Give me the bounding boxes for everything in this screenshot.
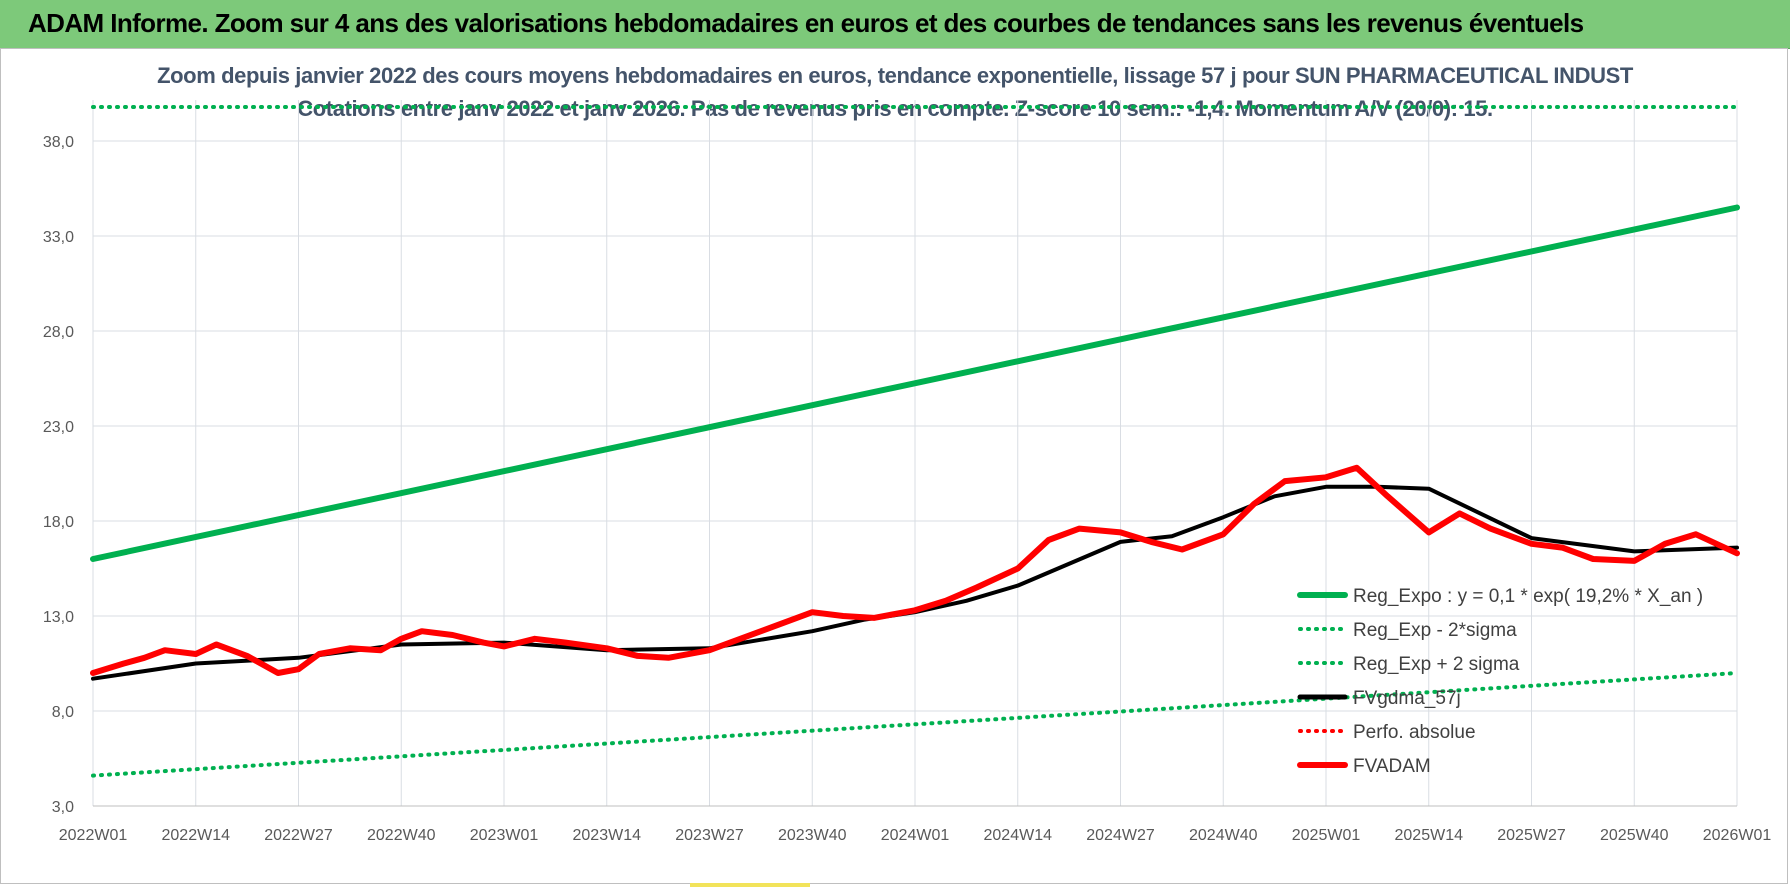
chart-title-line1: Zoom depuis janvier 2022 des cours moyen… [157, 63, 1633, 88]
x-tick-label: 2024W27 [1086, 827, 1155, 844]
legend-label: Reg_Expo : y = 0,1 * exp( 19,2% * X_an ) [1353, 586, 1703, 607]
x-tick-label: 2025W27 [1497, 827, 1566, 844]
x-tick-label: 2025W14 [1395, 827, 1464, 844]
grid [92, 100, 1738, 807]
series-layer [90, 105, 1740, 778]
x-tick-label: 2023W14 [573, 827, 642, 844]
y-tick-label: 8,0 [52, 704, 74, 721]
x-tick-label: 2022W40 [367, 827, 436, 844]
header-banner: ADAM Informe. Zoom sur 4 ans des valoris… [0, 0, 1790, 49]
y-tick-label: 23,0 [43, 419, 74, 436]
legend-label: Perfo. absolue [1353, 722, 1476, 743]
series-fvadam [90, 464, 1740, 676]
chart-frame [0, 48, 1788, 884]
x-tick-label: 2023W40 [778, 827, 847, 844]
y-tick-label: 18,0 [43, 514, 74, 531]
y-tick-label: 13,0 [43, 609, 74, 626]
y-tick-label: 3,0 [52, 799, 74, 816]
x-tick-label: 2022W14 [162, 827, 231, 844]
legend: Reg_Expo : y = 0,1 * exp( 19,2% * X_an )… [1297, 586, 1703, 777]
y-tick-label: 33,0 [43, 229, 74, 246]
legend-label: Reg_Exp + 2 sigma [1353, 654, 1520, 675]
x-tick-label: 2023W27 [675, 827, 744, 844]
series-reg-expo-y-0-1-exp-19-2-x-an [90, 204, 1740, 562]
x-tick-label: 2024W14 [984, 827, 1053, 844]
bottom-marker [690, 883, 810, 887]
x-tick-label: 2024W40 [1189, 827, 1258, 844]
x-tick-label: 2022W27 [264, 827, 333, 844]
y-tick-label: 38,0 [43, 134, 74, 151]
x-tick-label: 2024W01 [881, 827, 950, 844]
legend-label: FVgdma_57j [1353, 688, 1461, 709]
legend-label: FVADAM [1353, 756, 1431, 777]
x-tick-label: 2025W01 [1292, 827, 1361, 844]
x-tick-label: 2025W40 [1600, 827, 1669, 844]
y-axis-ticks: 3,0 8,0 13,0 18,0 23,0 28,0 33,0 38,0 [43, 134, 74, 816]
x-tick-label: 2023W01 [470, 827, 539, 844]
series-reg-exp-2-sigma [91, 671, 1739, 778]
series-fvgdma-57j [91, 484, 1739, 681]
y-tick-label: 28,0 [43, 324, 74, 341]
legend-label: Reg_Exp - 2*sigma [1353, 620, 1517, 641]
x-tick-label: 2026W01 [1703, 827, 1772, 844]
x-tick-label: 2022W01 [59, 827, 128, 844]
page-title: ADAM Informe. Zoom sur 4 ans des valoris… [28, 8, 1584, 38]
x-axis-ticks: 2022W01 2022W14 2022W27 2022W40 2023W01 2023W… [59, 827, 1772, 844]
